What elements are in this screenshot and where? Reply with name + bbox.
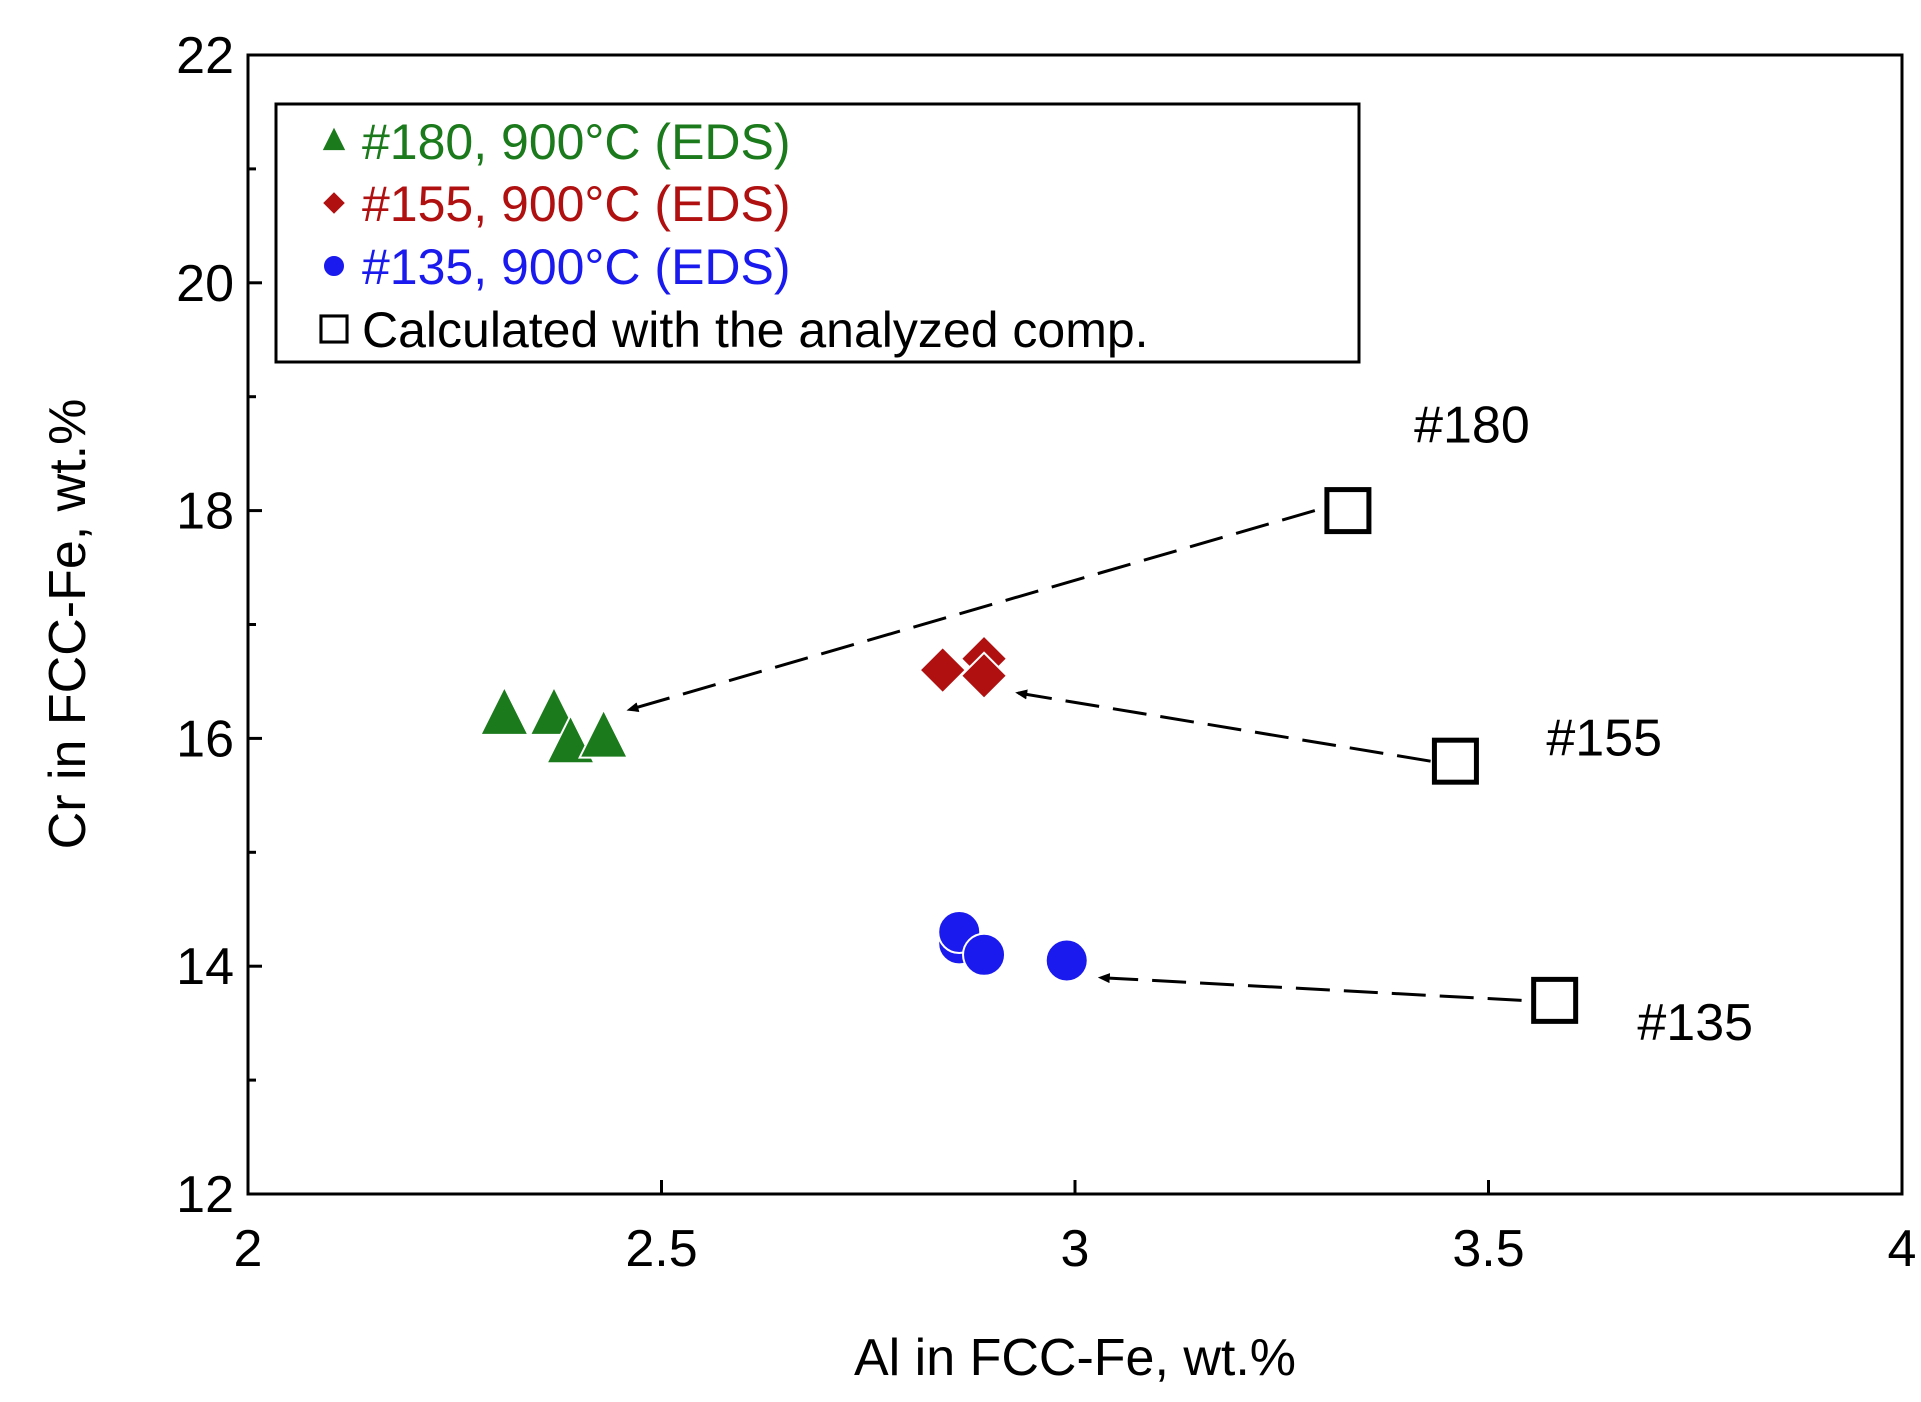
data-point-square-open: [1324, 487, 1372, 535]
sample-annotation: #135: [1637, 994, 1753, 1052]
legend-symbol: [323, 255, 345, 277]
legend-label: #155, 900°C (EDS): [362, 176, 791, 232]
legend-symbol: [321, 125, 347, 152]
data-point-square-open: [1531, 976, 1579, 1024]
annotations: #180 #155 #135: [1414, 396, 1753, 1052]
legend-label: Calculated with the analyzed comp.: [362, 302, 1149, 358]
data-point-diamond: [918, 645, 968, 695]
y-tick-label: 20: [176, 255, 234, 313]
y-axis: 12 14 16 18 20 22: [176, 27, 262, 1224]
legend-label: #180, 900°C (EDS): [362, 114, 791, 170]
data-point-diamond: [959, 651, 1009, 701]
legend-label: #135, 900°C (EDS): [362, 239, 791, 295]
trend-arrow: [626, 509, 1316, 712]
sample-annotation: #155: [1546, 709, 1662, 767]
y-tick-label: 22: [176, 27, 234, 85]
y-tick-label: 18: [176, 483, 234, 541]
data-point-triangle: [478, 684, 530, 736]
data-point-circle: [1044, 938, 1089, 983]
x-tick-label: 4: [1888, 1220, 1917, 1278]
x-tick-label: 3.5: [1452, 1220, 1524, 1278]
data-marks: [478, 487, 1579, 1024]
legend-symbol: [321, 190, 347, 216]
y-tick-label: 16: [176, 710, 234, 768]
legend: #180, 900°C (EDS) #155, 900°C (EDS) #135, …: [274, 102, 1361, 364]
arrows: [626, 509, 1522, 1002]
y-tick-label: 14: [176, 938, 234, 996]
data-point-triangle: [577, 707, 630, 759]
trend-arrow: [1097, 973, 1522, 1002]
x-tick-label: 2: [234, 1220, 263, 1278]
y-axis-title: Cr in FCC-Fe, wt.%: [39, 399, 97, 850]
data-point-circle: [962, 932, 1007, 977]
x-axis: 2 2.5 3 3.5 4: [234, 1180, 1917, 1278]
y-tick-label: 12: [176, 1166, 234, 1224]
legend-box: [274, 102, 1361, 364]
legend-symbol: [319, 314, 349, 344]
data-point-square-open: [1431, 737, 1479, 785]
x-tick-label: 2.5: [625, 1220, 697, 1278]
x-axis-title: Al in FCC-Fe, wt.%: [854, 1329, 1296, 1387]
x-tick-label: 3: [1061, 1220, 1090, 1278]
sample-annotation: #180: [1414, 396, 1530, 454]
trend-arrow: [1015, 689, 1431, 763]
